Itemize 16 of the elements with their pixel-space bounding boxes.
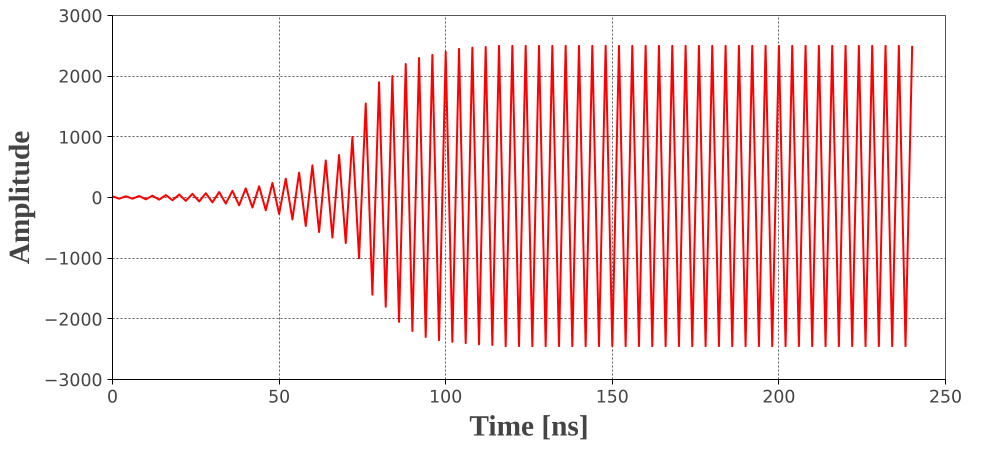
- x-tick-label: 150: [596, 388, 629, 408]
- y-tick-label: 0: [91, 189, 103, 209]
- y-tick-label: 1000: [58, 128, 103, 148]
- y-axis-title: Amplitude: [4, 130, 36, 264]
- x-tick-label: 100: [429, 388, 462, 408]
- x-tick-label: 250: [928, 388, 962, 408]
- line-series: [112, 44, 914, 348]
- x-tick-label: 50: [268, 388, 290, 408]
- y-tick-label: 3000: [58, 7, 103, 27]
- y-tick-label: −2000: [44, 310, 103, 330]
- y-tick-label: −3000: [44, 371, 103, 391]
- x-tick-label: 0: [106, 388, 118, 408]
- x-tick-label: 200: [762, 388, 796, 408]
- y-tick-label: 2000: [58, 68, 103, 88]
- y-tick-label: −1000: [44, 250, 103, 270]
- x-axis-title: Time [ns]: [469, 410, 589, 442]
